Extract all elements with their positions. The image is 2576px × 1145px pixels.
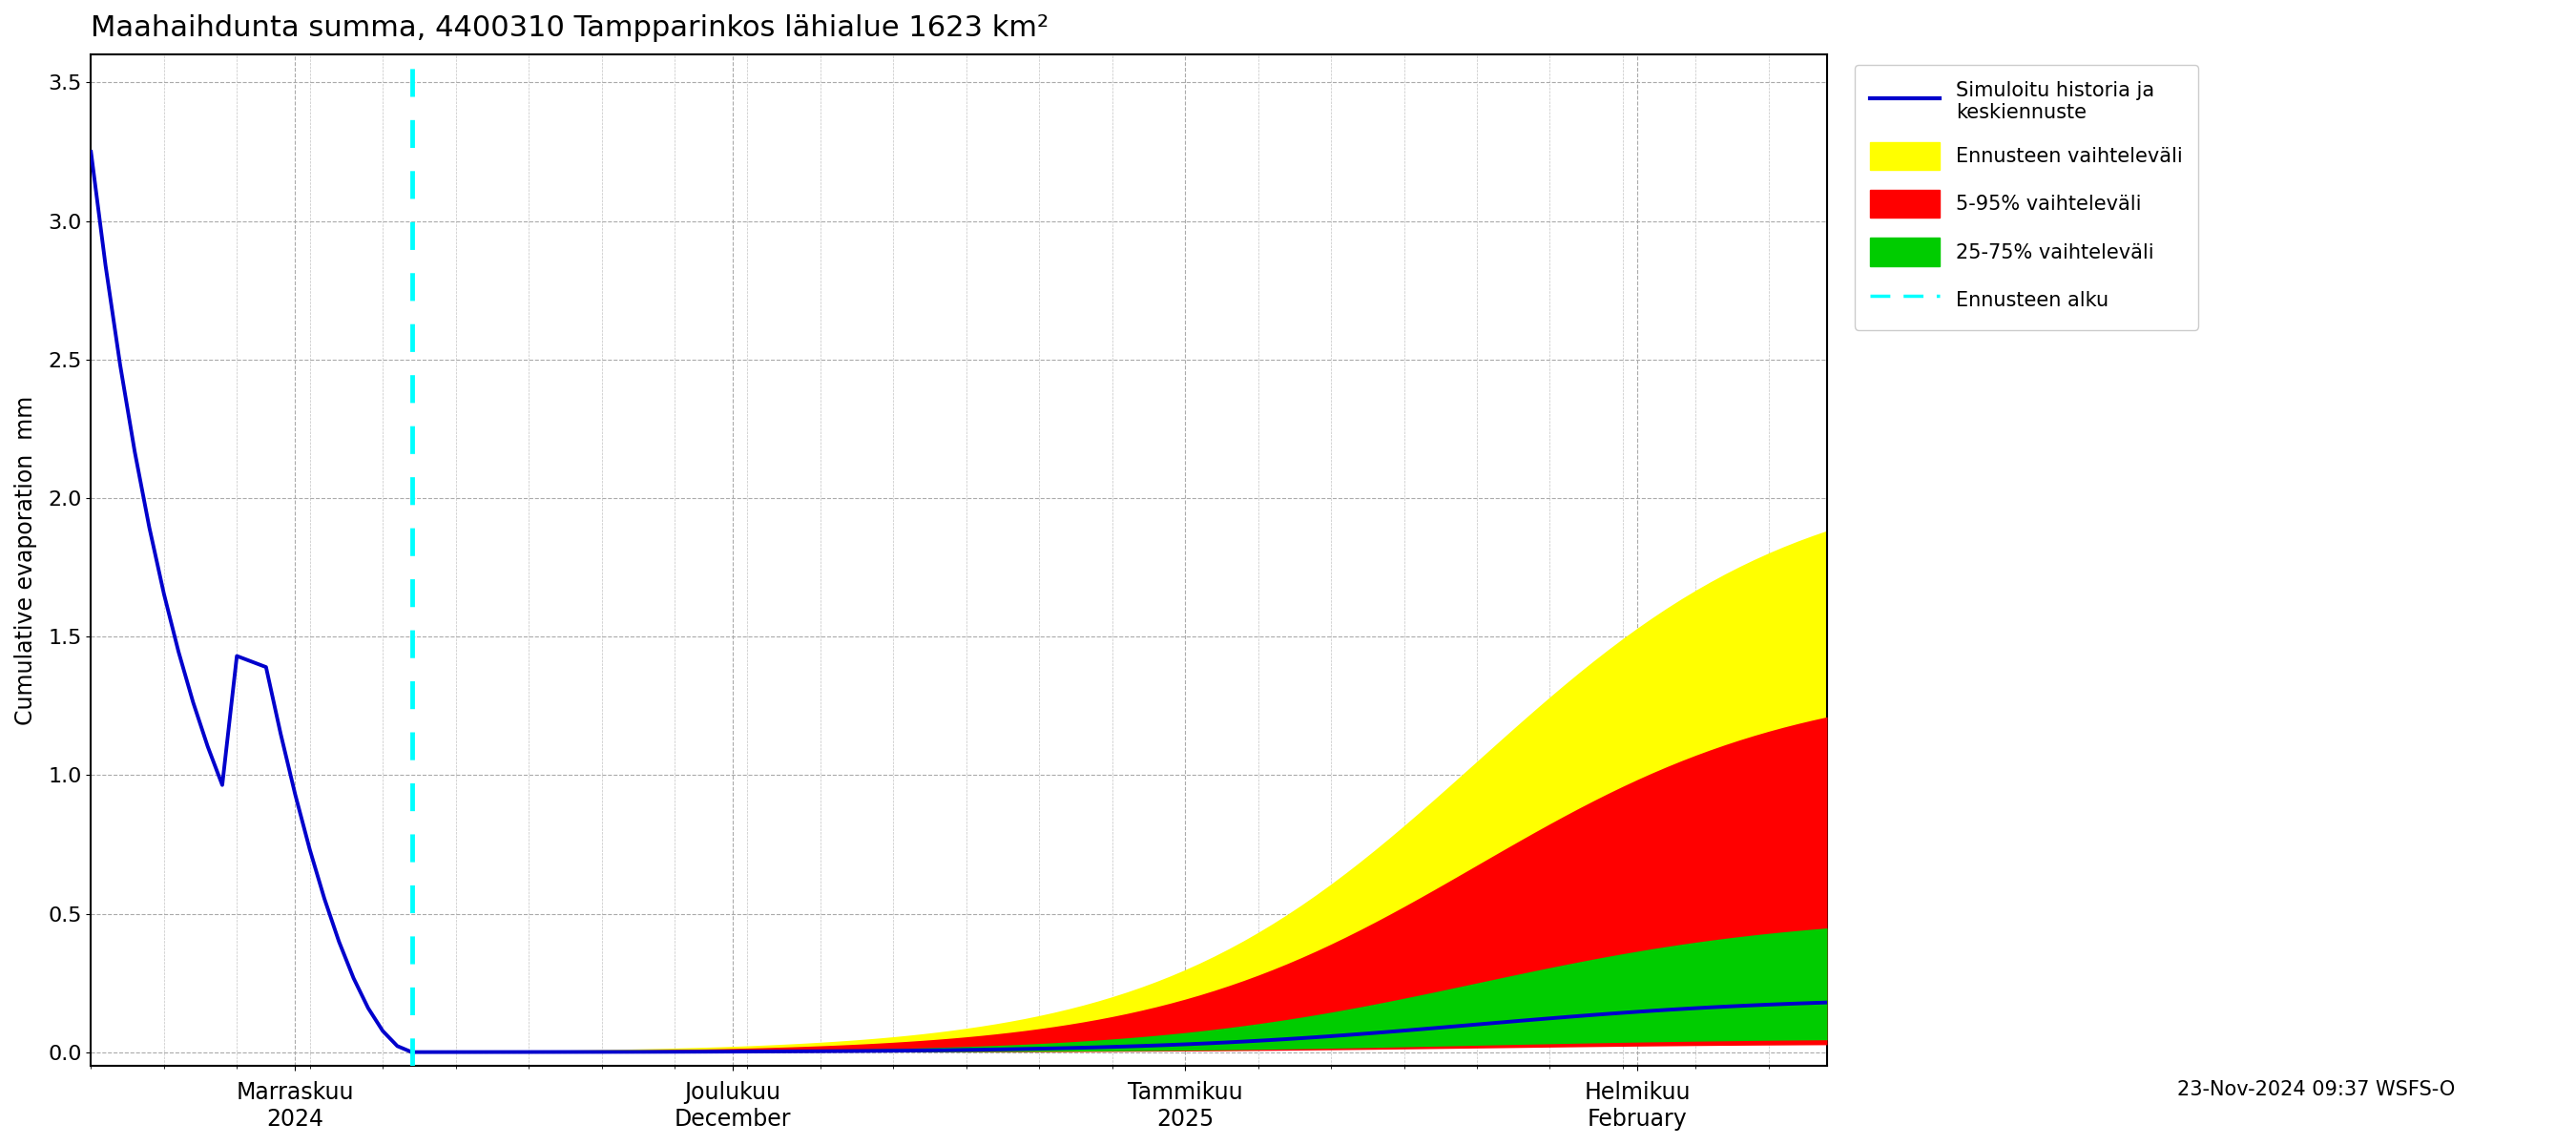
Legend: Simuloitu historia ja
keskiennuste, Ennusteen vaihteleväli, 5-95% vaihteleväli, : Simuloitu historia ja keskiennuste, Ennu…	[1855, 65, 2197, 330]
Y-axis label: Cumulative evaporation  mm: Cumulative evaporation mm	[15, 396, 36, 725]
Text: 23-Nov-2024 09:37 WSFS-O: 23-Nov-2024 09:37 WSFS-O	[2177, 1080, 2455, 1099]
Text: Maahaihdunta summa, 4400310 Tampparinkos lähialue 1623 km²: Maahaihdunta summa, 4400310 Tampparinkos…	[90, 14, 1048, 42]
